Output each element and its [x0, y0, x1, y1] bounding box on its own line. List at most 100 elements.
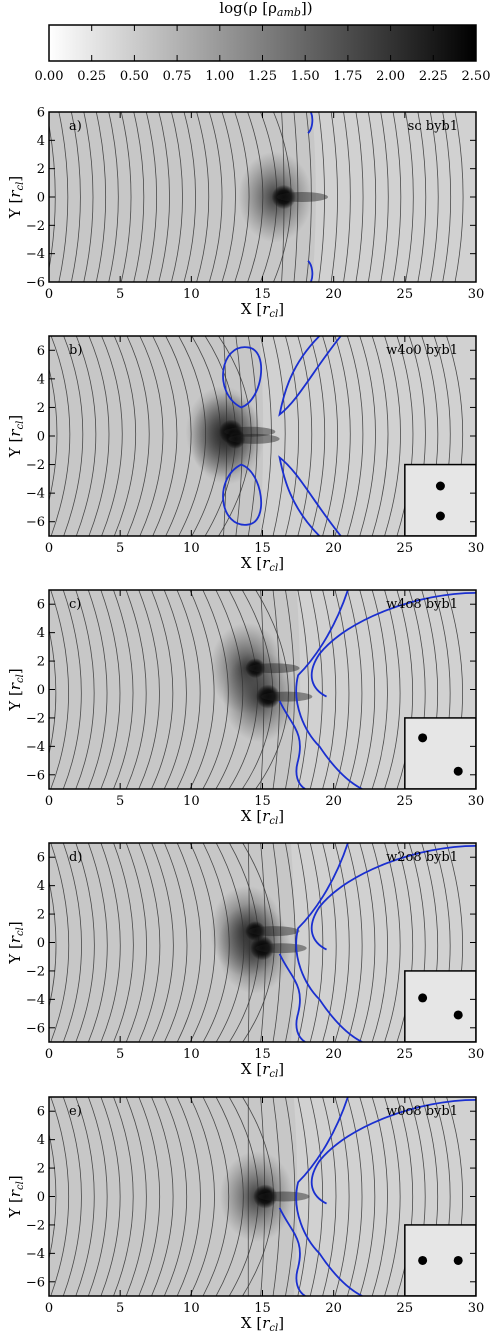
- velocity-contours: [278, 1097, 476, 1296]
- colorbar-tick-label: 0.00: [35, 69, 64, 84]
- field-line: [49, 367, 58, 503]
- field-line: [50, 843, 70, 1042]
- run-label: w0o8 byb1: [386, 1104, 458, 1119]
- field-line: [50, 590, 69, 789]
- y-tick-label: 6: [37, 851, 45, 866]
- clump-tail: [276, 192, 328, 202]
- inset-clump-dot: [435, 481, 445, 491]
- contour-path: [307, 112, 314, 134]
- x-tick-label: 5: [116, 1047, 124, 1062]
- y-axis-label: Y [rcl]: [6, 668, 26, 711]
- contour-path: [295, 590, 363, 789]
- field-line: [260, 336, 272, 536]
- field-line: [355, 112, 364, 282]
- contour-path: [222, 346, 263, 409]
- contour-path: [310, 844, 476, 951]
- field-line: [429, 112, 439, 282]
- y-tick-label: −2: [26, 458, 45, 473]
- field-line: [359, 843, 376, 1042]
- field-line: [334, 843, 350, 1042]
- field-line: [334, 1097, 350, 1296]
- axis-ticks: 0 5 10 15 20 25 30 −6 −4 −2 0 2 4 6: [26, 336, 484, 556]
- field-line: [384, 1097, 401, 1296]
- field-line: [202, 590, 229, 789]
- field-line: [309, 1097, 323, 1296]
- contour-path: [222, 463, 263, 526]
- field-line: [384, 336, 401, 536]
- y-tick-label: −4: [26, 993, 45, 1008]
- field-line: [113, 843, 134, 1042]
- configuration-inset: [404, 463, 476, 536]
- x-tick-label: 5: [116, 794, 124, 809]
- panel-letter: a): [69, 119, 82, 134]
- field-line: [178, 336, 206, 536]
- plot-area: [49, 1097, 476, 1296]
- field-line: [215, 1097, 244, 1296]
- field-line: [189, 590, 215, 789]
- field-line: [285, 590, 295, 789]
- field-line: [49, 1132, 57, 1261]
- panel-b: 0 5 10 15 20 25 30 −6 −4 −2 0 2 4 6 X [rcl] Y [rcl] b) w4…: [6, 335, 484, 574]
- field-line: [50, 336, 71, 536]
- field-line: [215, 590, 244, 789]
- colorbar-tick-label: 0.75: [163, 69, 192, 84]
- x-axis-label: X [rcl]: [241, 1060, 284, 1080]
- run-label: w2o8 byb1: [386, 850, 458, 865]
- field-line: [125, 843, 147, 1042]
- x-tick-label: 10: [183, 794, 200, 809]
- x-tick-label: 15: [254, 541, 271, 556]
- field-line: [367, 112, 377, 282]
- field-line: [70, 112, 81, 282]
- inset-box: [404, 717, 476, 789]
- field-line: [202, 843, 230, 1042]
- y-tick-label: 4: [37, 626, 45, 641]
- field-line: [75, 843, 95, 1042]
- field-line: [202, 1097, 230, 1296]
- inset-clump-dot: [453, 1255, 463, 1265]
- field-line: [293, 112, 299, 282]
- field-line: [309, 843, 324, 1042]
- inset-clump-dot: [418, 1255, 428, 1265]
- field-line: [297, 843, 310, 1042]
- field-line: [309, 336, 326, 536]
- x-tick-label: 5: [116, 1301, 124, 1316]
- x-tick-label: 25: [397, 1301, 414, 1316]
- field-line: [163, 590, 187, 789]
- y-tick-label: 0: [37, 430, 45, 445]
- x-tick-label: 25: [397, 1047, 414, 1062]
- field-line: [101, 336, 123, 536]
- colorbar: log(ρ [ρamb]) 0.00 0.25 0.50 0.75 1.00 1.25 1.…: [35, 0, 491, 84]
- y-tick-label: 6: [37, 106, 45, 121]
- field-line: [176, 1097, 201, 1296]
- y-tick-label: −2: [26, 1218, 45, 1233]
- field-line: [330, 112, 338, 282]
- y-tick-label: −2: [26, 711, 45, 726]
- field-line: [139, 336, 164, 536]
- y-tick-label: 0: [37, 683, 45, 698]
- field-line: [62, 1097, 82, 1296]
- x-tick-label: 30: [468, 287, 485, 302]
- field-line: [151, 590, 174, 789]
- inset-clump-dot: [418, 733, 428, 743]
- field-line: [347, 336, 364, 536]
- velocity-contours: [222, 336, 342, 536]
- field-line: [322, 843, 337, 1042]
- x-tick-label: 10: [183, 287, 200, 302]
- field-line: [163, 1097, 188, 1296]
- field-lines: [49, 112, 464, 282]
- x-tick-label: 25: [397, 794, 414, 809]
- x-tick-label: 20: [325, 1047, 342, 1062]
- field-line: [297, 336, 313, 536]
- field-line: [396, 336, 414, 536]
- colorbar-tick-label: 2.25: [419, 69, 448, 84]
- contour-path: [307, 260, 314, 282]
- field-line: [151, 1097, 174, 1296]
- x-tick-label: 5: [116, 287, 124, 302]
- inset-clump-dot: [435, 511, 445, 521]
- contour-path: [278, 336, 342, 417]
- field-line: [133, 112, 145, 282]
- x-tick-label: 30: [468, 1047, 485, 1062]
- panel-a: 0 5 10 15 20 25 30 −6 −4 −2 0 2 4 6 X [rcl] Y [rcl] a) sc…: [6, 106, 484, 321]
- field-line: [49, 627, 57, 756]
